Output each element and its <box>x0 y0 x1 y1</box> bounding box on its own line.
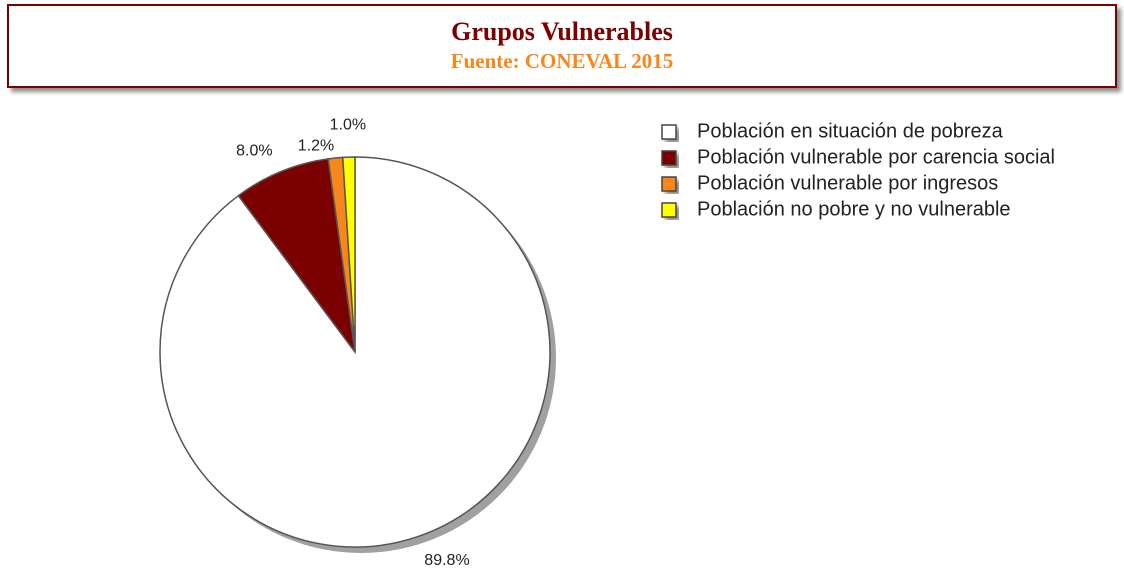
legend-swatch <box>661 124 677 140</box>
legend-label: Población no pobre y no vulnerable <box>697 198 1011 220</box>
pie-slice <box>237 158 356 353</box>
slice-label: 1.0% <box>330 116 366 133</box>
legend-label: Población en situación de pobreza <box>697 120 1004 142</box>
title-box <box>7 4 1117 88</box>
legend-label: Población vulnerable por ingresos <box>697 172 998 194</box>
slice-label: 1.2% <box>298 137 334 154</box>
legend-label: Población vulnerable por carencia social <box>697 146 1055 168</box>
legend-swatch <box>661 202 677 218</box>
slice-label: 8.0% <box>236 142 272 159</box>
chart-subtitle: Fuente: CONEVAL 2015 <box>451 49 673 73</box>
slice-label: 89.8% <box>424 552 469 569</box>
pie-slice <box>341 156 356 353</box>
legend-swatch <box>661 150 677 166</box>
chart-title: Grupos Vulnerables <box>451 17 673 46</box>
legend-swatch <box>661 176 677 192</box>
